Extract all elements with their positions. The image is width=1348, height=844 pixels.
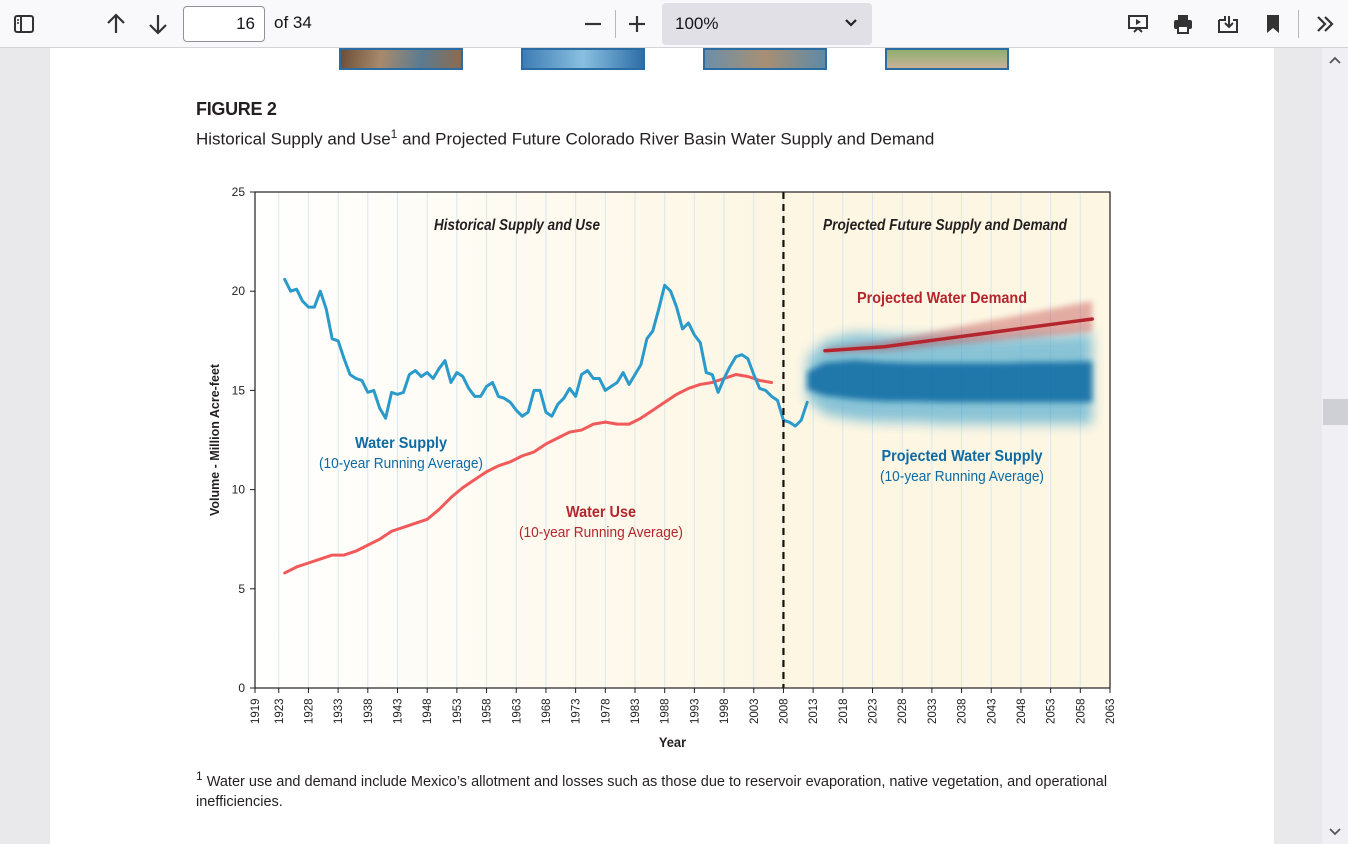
- x-tick-label: 1998: [719, 698, 731, 724]
- x-tick-label: 1968: [541, 698, 553, 724]
- y-tick-label: 10: [232, 483, 246, 497]
- y-tick-label: 5: [238, 582, 245, 596]
- x-tick-label: 2023: [868, 698, 880, 724]
- sidebar-toggle-icon[interactable]: [8, 8, 40, 40]
- footnote: 1 Water use and demand include Mexico’s …: [196, 766, 1146, 812]
- projected-region-label: Projected Future Supply and Demand: [823, 217, 1068, 234]
- projected-demand-line: [823, 317, 1094, 353]
- caption-text: Historical Supply and Use: [196, 129, 391, 149]
- figure-label: FIGURE 2: [196, 99, 277, 119]
- y-tick-label: 25: [232, 185, 246, 199]
- x-tick-label: 2048: [1016, 698, 1028, 724]
- bookmark-icon[interactable]: [1257, 8, 1289, 40]
- water-supply-label: Water Supply: [355, 435, 447, 452]
- projected-supply-core: [807, 360, 1093, 403]
- scrollbar-thumb[interactable]: [1323, 399, 1348, 425]
- scroll-up-icon[interactable]: [1328, 54, 1342, 66]
- x-tick-label: 2063: [1105, 698, 1117, 724]
- x-tick-label: 1958: [482, 698, 494, 724]
- x-tick-label: 2008: [778, 698, 790, 724]
- water-supply-sublabel: (10-year Running Average): [319, 455, 483, 472]
- save-download-icon[interactable]: [1212, 8, 1244, 40]
- toolbar-divider: [1298, 10, 1299, 38]
- zoom-value: 100%: [675, 14, 719, 33]
- x-tick-label: 2043: [986, 698, 998, 724]
- page-count-label: of 34: [274, 13, 312, 32]
- water-use-line: [283, 373, 774, 575]
- x-tick-label: 2013: [808, 698, 820, 724]
- water-supply-line: [283, 277, 809, 428]
- y-tick-label: 20: [232, 284, 246, 298]
- print-icon[interactable]: [1167, 8, 1199, 40]
- x-tick-label: 2003: [749, 698, 761, 724]
- water-use-sublabel: (10-year Running Average): [519, 524, 683, 541]
- x-tick-label: 1993: [689, 698, 701, 724]
- plot-frame: [254, 191, 1111, 689]
- x-tick-label: 2058: [1075, 698, 1087, 724]
- scroll-down-icon[interactable]: [1328, 826, 1342, 838]
- x-tick-label: 1943: [393, 698, 405, 724]
- chevron-down-icon: [844, 15, 858, 35]
- vertical-scrollbar[interactable]: [1322, 48, 1348, 844]
- x-tick-label: 1983: [630, 698, 642, 724]
- caption-text-rest: and Projected Future Colorado River Basi…: [397, 129, 935, 149]
- x-tick-label: 1988: [660, 698, 672, 724]
- y-tick-label: 15: [232, 383, 246, 397]
- toolbar-divider: [615, 10, 616, 38]
- zoom-in-icon[interactable]: [621, 8, 653, 40]
- zoom-select[interactable]: 100%: [662, 3, 872, 45]
- y-axis-label: Volume - Million Acre-feet: [208, 363, 222, 516]
- x-tick-label: 1948: [422, 698, 434, 724]
- tools-expand-icon[interactable]: [1309, 8, 1341, 40]
- photo-thumbnail: [703, 48, 827, 70]
- previous-page-icon[interactable]: [100, 8, 132, 40]
- x-tick-label: 2018: [838, 698, 850, 724]
- projected-supply-label: Projected Water Supply: [882, 448, 1043, 465]
- footnote-text: Water use and demand include Mexico’s al…: [196, 773, 1108, 810]
- x-tick-label: 1919: [250, 698, 262, 724]
- x-tick-label: 2053: [1046, 698, 1058, 724]
- zoom-out-icon[interactable]: [577, 8, 609, 40]
- x-tick-label: 1973: [571, 698, 583, 724]
- footnote-marker: 1: [196, 769, 203, 783]
- x-axis-label: Year: [659, 735, 687, 751]
- x-tick-label: 2033: [927, 698, 939, 724]
- x-tick-label: 1953: [452, 698, 464, 724]
- photo-thumbnail: [521, 48, 645, 70]
- x-tick-label: 1933: [333, 698, 345, 724]
- projected-region: [783, 192, 1110, 688]
- projected-supply-sublabel: (10-year Running Average): [880, 468, 1044, 485]
- next-page-icon[interactable]: [142, 8, 174, 40]
- figure-caption: Historical Supply and Use1 and Projected…: [196, 127, 934, 150]
- presentation-mode-icon[interactable]: [1122, 8, 1154, 40]
- water-supply-demand-chart: 0 5 10 15 20 25 1919 1923 1928 1933 1938 1943 1948 19…: [208, 185, 1117, 751]
- historical-region-label: Historical Supply and Use: [434, 217, 600, 234]
- pdf-toolbar: 16 of 34 100%: [0, 0, 1348, 48]
- projected-demand-label: Projected Water Demand: [857, 290, 1027, 307]
- x-tick-label: 1938: [363, 698, 375, 724]
- historical-region: [255, 192, 784, 688]
- photo-thumbnail: [885, 48, 1009, 70]
- x-tick-label: 1978: [600, 698, 612, 724]
- x-tick-label: 1928: [303, 698, 315, 724]
- x-tick-label: 2028: [897, 698, 909, 724]
- x-tick-label: 1963: [511, 698, 523, 724]
- x-tick-label: 1923: [274, 698, 286, 724]
- page-number-input[interactable]: 16: [183, 6, 265, 42]
- x-tick-label: 2038: [957, 698, 969, 724]
- y-tick-label: 0: [238, 681, 245, 695]
- water-use-label: Water Use: [566, 504, 636, 521]
- caption-footnote-marker: 1: [390, 127, 398, 141]
- photo-thumbnail: [339, 48, 463, 70]
